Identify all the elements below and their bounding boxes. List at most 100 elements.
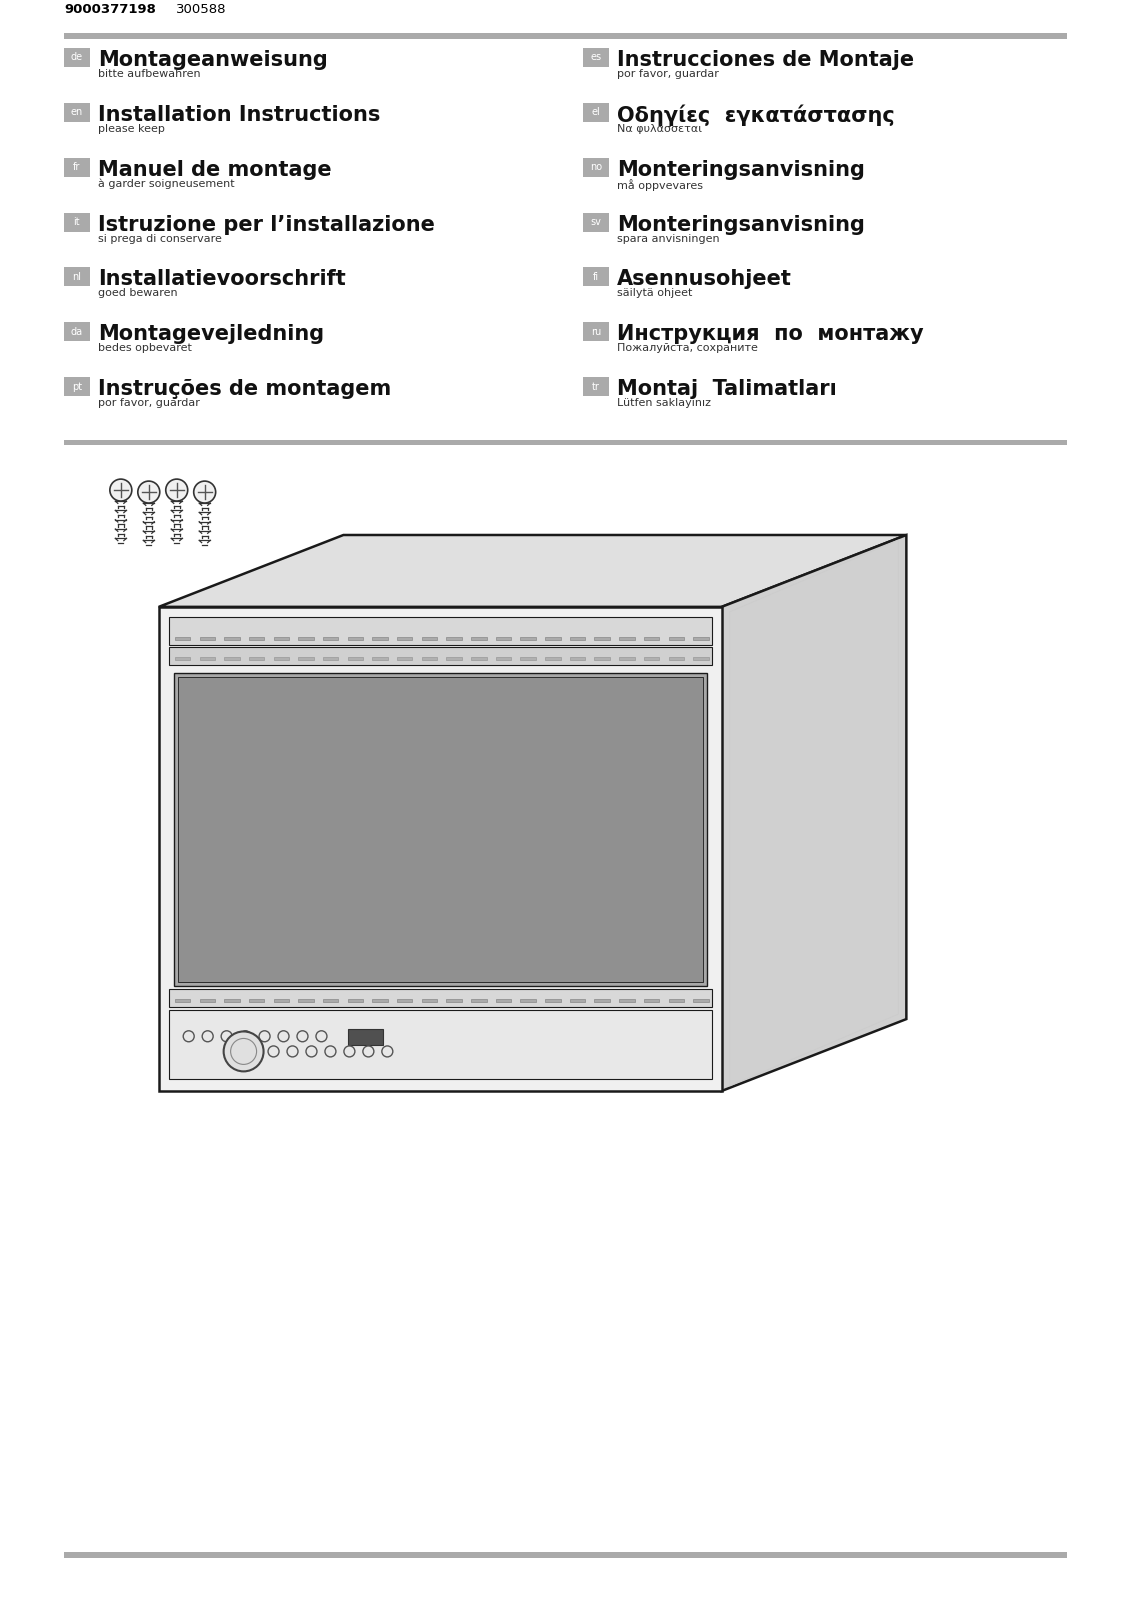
Polygon shape — [158, 606, 722, 1091]
Bar — [595, 637, 610, 640]
Text: por favor, guardar: por favor, guardar — [98, 398, 200, 408]
Bar — [372, 998, 388, 1002]
Bar — [668, 656, 684, 659]
Bar — [64, 1552, 1067, 1558]
Bar — [199, 637, 215, 640]
Bar — [372, 656, 388, 659]
Bar — [422, 656, 438, 659]
Text: säilytä ohjeet: säilytä ohjeet — [616, 288, 692, 299]
Bar — [570, 998, 585, 1002]
Text: pt: pt — [72, 382, 81, 392]
Bar — [347, 637, 363, 640]
Bar — [199, 656, 215, 659]
Text: Οδηγίες  εγκατάστασης: Οδηγίες εγκατάστασης — [616, 104, 895, 126]
Bar — [175, 998, 190, 1002]
Circle shape — [138, 482, 159, 502]
Text: tr: tr — [592, 382, 599, 392]
Bar — [323, 656, 338, 659]
Text: må oppvevares: må oppvevares — [616, 179, 702, 190]
Text: nl: nl — [72, 272, 81, 282]
Text: Инструкция  по  монтажу: Инструкция по монтажу — [616, 325, 924, 344]
Bar — [249, 656, 265, 659]
Bar — [447, 656, 461, 659]
Bar — [64, 158, 89, 176]
Bar — [472, 998, 486, 1002]
Bar — [582, 213, 608, 232]
Bar — [619, 998, 634, 1002]
Text: por favor, guardar: por favor, guardar — [616, 69, 719, 78]
Bar — [64, 102, 89, 122]
Polygon shape — [169, 989, 711, 1006]
Bar — [397, 656, 413, 659]
Polygon shape — [158, 534, 906, 606]
Bar — [545, 656, 561, 659]
Text: Manuel de montage: Manuel de montage — [98, 160, 331, 179]
Bar — [299, 656, 313, 659]
Bar — [274, 656, 290, 659]
Bar — [619, 637, 634, 640]
Bar — [347, 656, 363, 659]
Bar — [582, 378, 608, 397]
Bar — [570, 637, 585, 640]
Text: Monteringsanvisning: Monteringsanvisning — [616, 160, 865, 179]
Bar — [64, 34, 1067, 38]
Bar — [64, 213, 89, 232]
Text: 300588: 300588 — [175, 3, 226, 16]
Bar — [64, 440, 1067, 445]
Text: please keep: please keep — [98, 123, 165, 134]
Bar — [323, 998, 338, 1002]
Bar — [64, 378, 89, 397]
Bar — [347, 998, 363, 1002]
Text: it: it — [74, 218, 80, 227]
Text: de: de — [71, 53, 83, 62]
Bar — [447, 637, 461, 640]
Text: sv: sv — [590, 218, 602, 227]
Bar — [348, 1029, 383, 1045]
Bar — [199, 998, 215, 1002]
Bar — [520, 656, 536, 659]
Bar — [397, 998, 413, 1002]
Text: goed bewaren: goed bewaren — [98, 288, 178, 299]
Bar — [224, 998, 240, 1002]
Bar — [582, 158, 608, 176]
Bar — [495, 998, 511, 1002]
Text: Installation Instructions: Installation Instructions — [98, 104, 380, 125]
Text: da: da — [71, 326, 83, 338]
Text: ru: ru — [590, 326, 601, 338]
Text: si prega di conservare: si prega di conservare — [98, 234, 222, 243]
Text: Montagevejledning: Montagevejledning — [98, 325, 323, 344]
Bar — [447, 998, 461, 1002]
Bar — [472, 637, 486, 640]
Text: Пожалуйста, сохраните: Пожалуйста, сохраните — [616, 344, 758, 354]
Bar — [249, 637, 265, 640]
Bar — [582, 48, 608, 67]
Bar — [224, 656, 240, 659]
Polygon shape — [169, 618, 711, 645]
Bar — [582, 102, 608, 122]
Bar — [299, 637, 313, 640]
Circle shape — [166, 478, 188, 501]
Bar — [644, 637, 659, 640]
Bar — [64, 267, 89, 286]
Circle shape — [224, 1032, 264, 1072]
Bar — [323, 637, 338, 640]
Bar — [397, 637, 413, 640]
Text: Lütfen saklayınız: Lütfen saklayınız — [616, 398, 711, 408]
Text: Να φυλάσσεται: Να φυλάσσεται — [616, 123, 702, 134]
Text: Instruções de montagem: Instruções de montagem — [98, 379, 391, 400]
Bar — [570, 656, 585, 659]
Bar — [299, 998, 313, 1002]
Bar — [495, 656, 511, 659]
Polygon shape — [174, 672, 707, 986]
Bar — [224, 637, 240, 640]
Text: Asennusohjeet: Asennusohjeet — [616, 269, 792, 290]
Polygon shape — [169, 1010, 711, 1078]
Text: spara anvisningen: spara anvisningen — [616, 234, 719, 243]
Text: Montageanweisung: Montageanweisung — [98, 50, 328, 70]
Polygon shape — [169, 646, 711, 664]
Bar — [693, 637, 709, 640]
Bar — [249, 998, 265, 1002]
Bar — [668, 637, 684, 640]
Bar — [175, 637, 190, 640]
Polygon shape — [722, 534, 906, 1091]
